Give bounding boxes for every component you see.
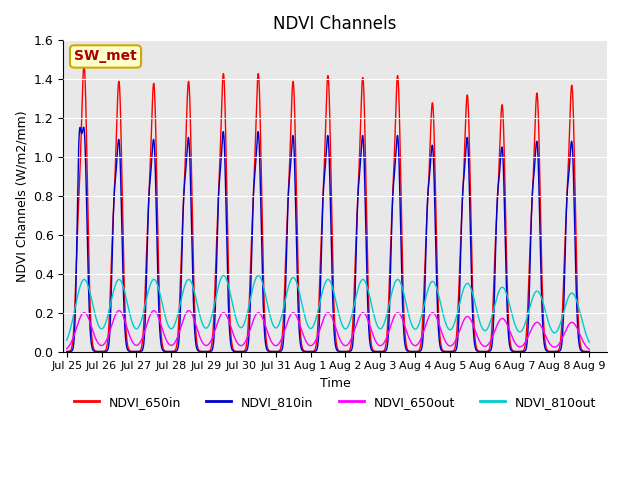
NDVI_650in xyxy=(517,348,525,354)
NDVI_650in xyxy=(63,348,70,354)
NDVI_810in xyxy=(517,348,525,354)
NDVI_650out xyxy=(579,337,586,343)
NDVI_810in xyxy=(586,348,593,354)
Line: NDVI_810out: NDVI_810out xyxy=(67,276,589,342)
NDVI_810out xyxy=(396,279,404,285)
NDVI_650in xyxy=(586,348,593,354)
X-axis label: Time: Time xyxy=(319,377,350,390)
Title: NDVI Channels: NDVI Channels xyxy=(273,15,397,33)
NDVI_810in xyxy=(579,348,586,354)
NDVI_650in xyxy=(584,348,592,354)
Line: NDVI_650out: NDVI_650out xyxy=(67,311,589,349)
NDVI_810out xyxy=(532,289,540,295)
Legend: NDVI_650in, NDVI_810in, NDVI_650out, NDVI_810out: NDVI_650in, NDVI_810in, NDVI_650out, NDV… xyxy=(68,391,601,414)
NDVI_650out xyxy=(517,344,525,349)
NDVI_810out xyxy=(63,337,70,343)
NDVI_810out xyxy=(586,339,593,345)
NDVI_810in xyxy=(63,348,70,354)
NDVI_650in xyxy=(532,112,540,118)
Text: SW_met: SW_met xyxy=(74,49,137,63)
NDVI_810in xyxy=(584,348,592,354)
NDVI_650in xyxy=(579,348,586,353)
NDVI_650out xyxy=(532,320,540,326)
NDVI_650out xyxy=(584,346,592,351)
NDVI_810out xyxy=(255,273,262,278)
NDVI_810in xyxy=(396,211,404,216)
NDVI_650out xyxy=(586,347,593,352)
NDVI_650out xyxy=(63,346,70,351)
NDVI_810out xyxy=(298,300,305,306)
NDVI_810out xyxy=(584,337,592,343)
NDVI_650in xyxy=(298,342,305,348)
NDVI_650out xyxy=(396,312,404,318)
NDVI_810out xyxy=(517,329,525,335)
NDVI_810in xyxy=(532,151,540,157)
NDVI_810in xyxy=(298,347,305,352)
NDVI_650out xyxy=(298,328,305,334)
Line: NDVI_650in: NDVI_650in xyxy=(67,66,589,351)
NDVI_810in xyxy=(80,124,88,130)
Line: NDVI_810in: NDVI_810in xyxy=(67,127,589,351)
NDVI_650out xyxy=(150,308,157,313)
Y-axis label: NDVI Channels (W/m2/mm): NDVI Channels (W/m2/mm) xyxy=(15,110,28,282)
NDVI_810out xyxy=(579,318,586,324)
NDVI_650in xyxy=(396,154,404,159)
NDVI_650in xyxy=(80,63,88,69)
